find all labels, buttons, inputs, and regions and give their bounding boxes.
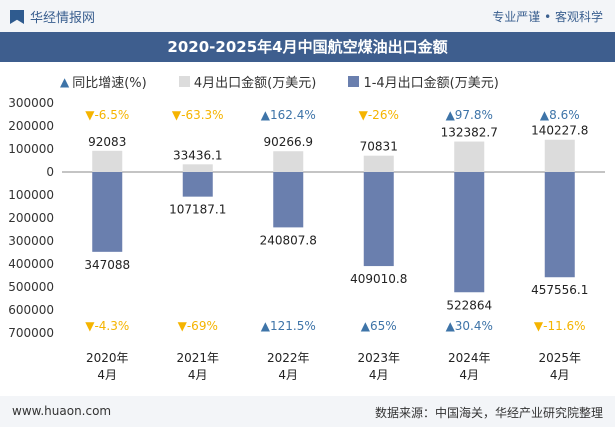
brand-logo-icon xyxy=(10,10,24,24)
x-category-month: 4月 xyxy=(278,368,298,382)
monthly-value-label: 90266.9 xyxy=(263,135,313,149)
monthly-bar xyxy=(182,164,213,172)
y-tick-label: 200000 xyxy=(8,119,54,133)
legend-growth: 同比增速(%) xyxy=(72,76,147,91)
y-tick-label: 400000 xyxy=(8,257,54,271)
y-tick-label: 700000 xyxy=(8,326,54,340)
data-source: 数据来源：中国海关，华经产业研究院整理 xyxy=(374,406,603,420)
monthly-value-label: 33436.1 xyxy=(173,148,223,162)
legend: ▲ 同比增速(%) 4月出口金额(万美元) 1-4月出口金额(万美元) xyxy=(60,72,499,92)
x-category-year: 2023年 xyxy=(357,351,400,365)
x-category-month: 4月 xyxy=(97,368,117,382)
monthly-growth-label: ▲97.8% xyxy=(446,108,493,122)
legend-cumulative: 1-4月出口金额(万美元) xyxy=(363,76,499,91)
brand-name: 华经情报网 xyxy=(30,11,96,26)
cumulative-bar xyxy=(182,172,213,197)
legend-monthly-swatch xyxy=(178,76,190,87)
legend-monthly: 4月出口金额(万美元) xyxy=(193,76,317,91)
cumulative-growth-label: ▼-4.3% xyxy=(85,319,129,333)
y-tick-label: 300000 xyxy=(8,234,54,248)
x-category-year: 2020年 xyxy=(86,351,129,365)
monthly-value-label: 92083 xyxy=(88,135,126,149)
cumulative-bar xyxy=(273,172,304,228)
monthly-growth-label: ▲8.6% xyxy=(540,108,580,122)
x-category-year: 2022年 xyxy=(267,351,310,365)
cumulative-value-label: 240807.8 xyxy=(260,233,317,247)
footer: www.huaon.com 数据来源：中国海关，华经产业研究院整理 xyxy=(0,396,615,427)
monthly-bar xyxy=(363,155,394,172)
brand: 华经情报网 xyxy=(10,7,95,26)
x-category-month: 4月 xyxy=(188,368,208,382)
cumulative-value-label: 409010.8 xyxy=(350,272,407,286)
top-bar: 华经情报网 专业严谨 • 客观科学 xyxy=(0,0,615,32)
cumulative-growth-label: ▲121.5% xyxy=(261,319,316,333)
cumulative-value-label: 107187.1 xyxy=(169,203,226,217)
monthly-value-label: 140227.8 xyxy=(531,124,588,138)
monthly-bar xyxy=(273,151,304,172)
monthly-value-label: 132382.7 xyxy=(441,126,498,140)
y-tick-label: 300000 xyxy=(8,96,54,110)
x-category-year: 2025年 xyxy=(538,351,581,365)
website-link[interactable]: www.huaon.com xyxy=(12,404,112,418)
legend-cumulative-swatch xyxy=(348,76,360,87)
y-tick-label: 200000 xyxy=(8,211,54,225)
cumulative-bar xyxy=(544,172,575,278)
cumulative-bar xyxy=(454,172,485,293)
cumulative-bar xyxy=(363,172,394,267)
x-category-month: 4月 xyxy=(369,368,389,382)
cumulative-growth-label: ▲30.4% xyxy=(446,319,493,333)
x-category-month: 4月 xyxy=(459,368,479,382)
y-tick-label: 500000 xyxy=(8,280,54,294)
cumulative-growth-label: ▼-69% xyxy=(178,319,218,333)
x-category-month: 4月 xyxy=(550,368,570,382)
y-tick-label: 100000 xyxy=(8,188,54,202)
x-category-year: 2021年 xyxy=(176,351,219,365)
monthly-bar xyxy=(544,139,575,172)
cumulative-growth-label: ▼-11.6% xyxy=(534,319,586,333)
cumulative-bar xyxy=(92,172,123,252)
y-tick-label: 100000 xyxy=(8,142,54,156)
growth-legend-triangle-icon: ▲ xyxy=(60,74,70,89)
cumulative-value-label: 347088 xyxy=(84,258,130,272)
cumulative-value-label: 522864 xyxy=(446,298,492,312)
x-category-year: 2024年 xyxy=(448,351,491,365)
tagline: 专业严谨 • 客观科学 xyxy=(492,10,603,24)
monthly-bar xyxy=(92,150,123,172)
bar-chart: 300000 200000 100000 0 100000 200000 300000 400… xyxy=(8,96,605,382)
y-tick-label: 0 xyxy=(46,165,54,179)
monthly-growth-label: ▼-26% xyxy=(359,108,399,122)
monthly-growth-label: ▼-6.5% xyxy=(85,108,129,122)
chart-title: 2020-2025年4月中国航空煤油出口金额 xyxy=(0,32,615,62)
monthly-value-label: 70831 xyxy=(360,140,398,154)
cumulative-growth-label: ▲65% xyxy=(361,319,397,333)
monthly-bar xyxy=(454,141,485,172)
monthly-growth-label: ▲162.4% xyxy=(261,108,316,122)
y-tick-label: 600000 xyxy=(8,303,54,317)
monthly-growth-label: ▼-63.3% xyxy=(172,108,224,122)
cumulative-value-label: 457556.1 xyxy=(531,283,588,297)
